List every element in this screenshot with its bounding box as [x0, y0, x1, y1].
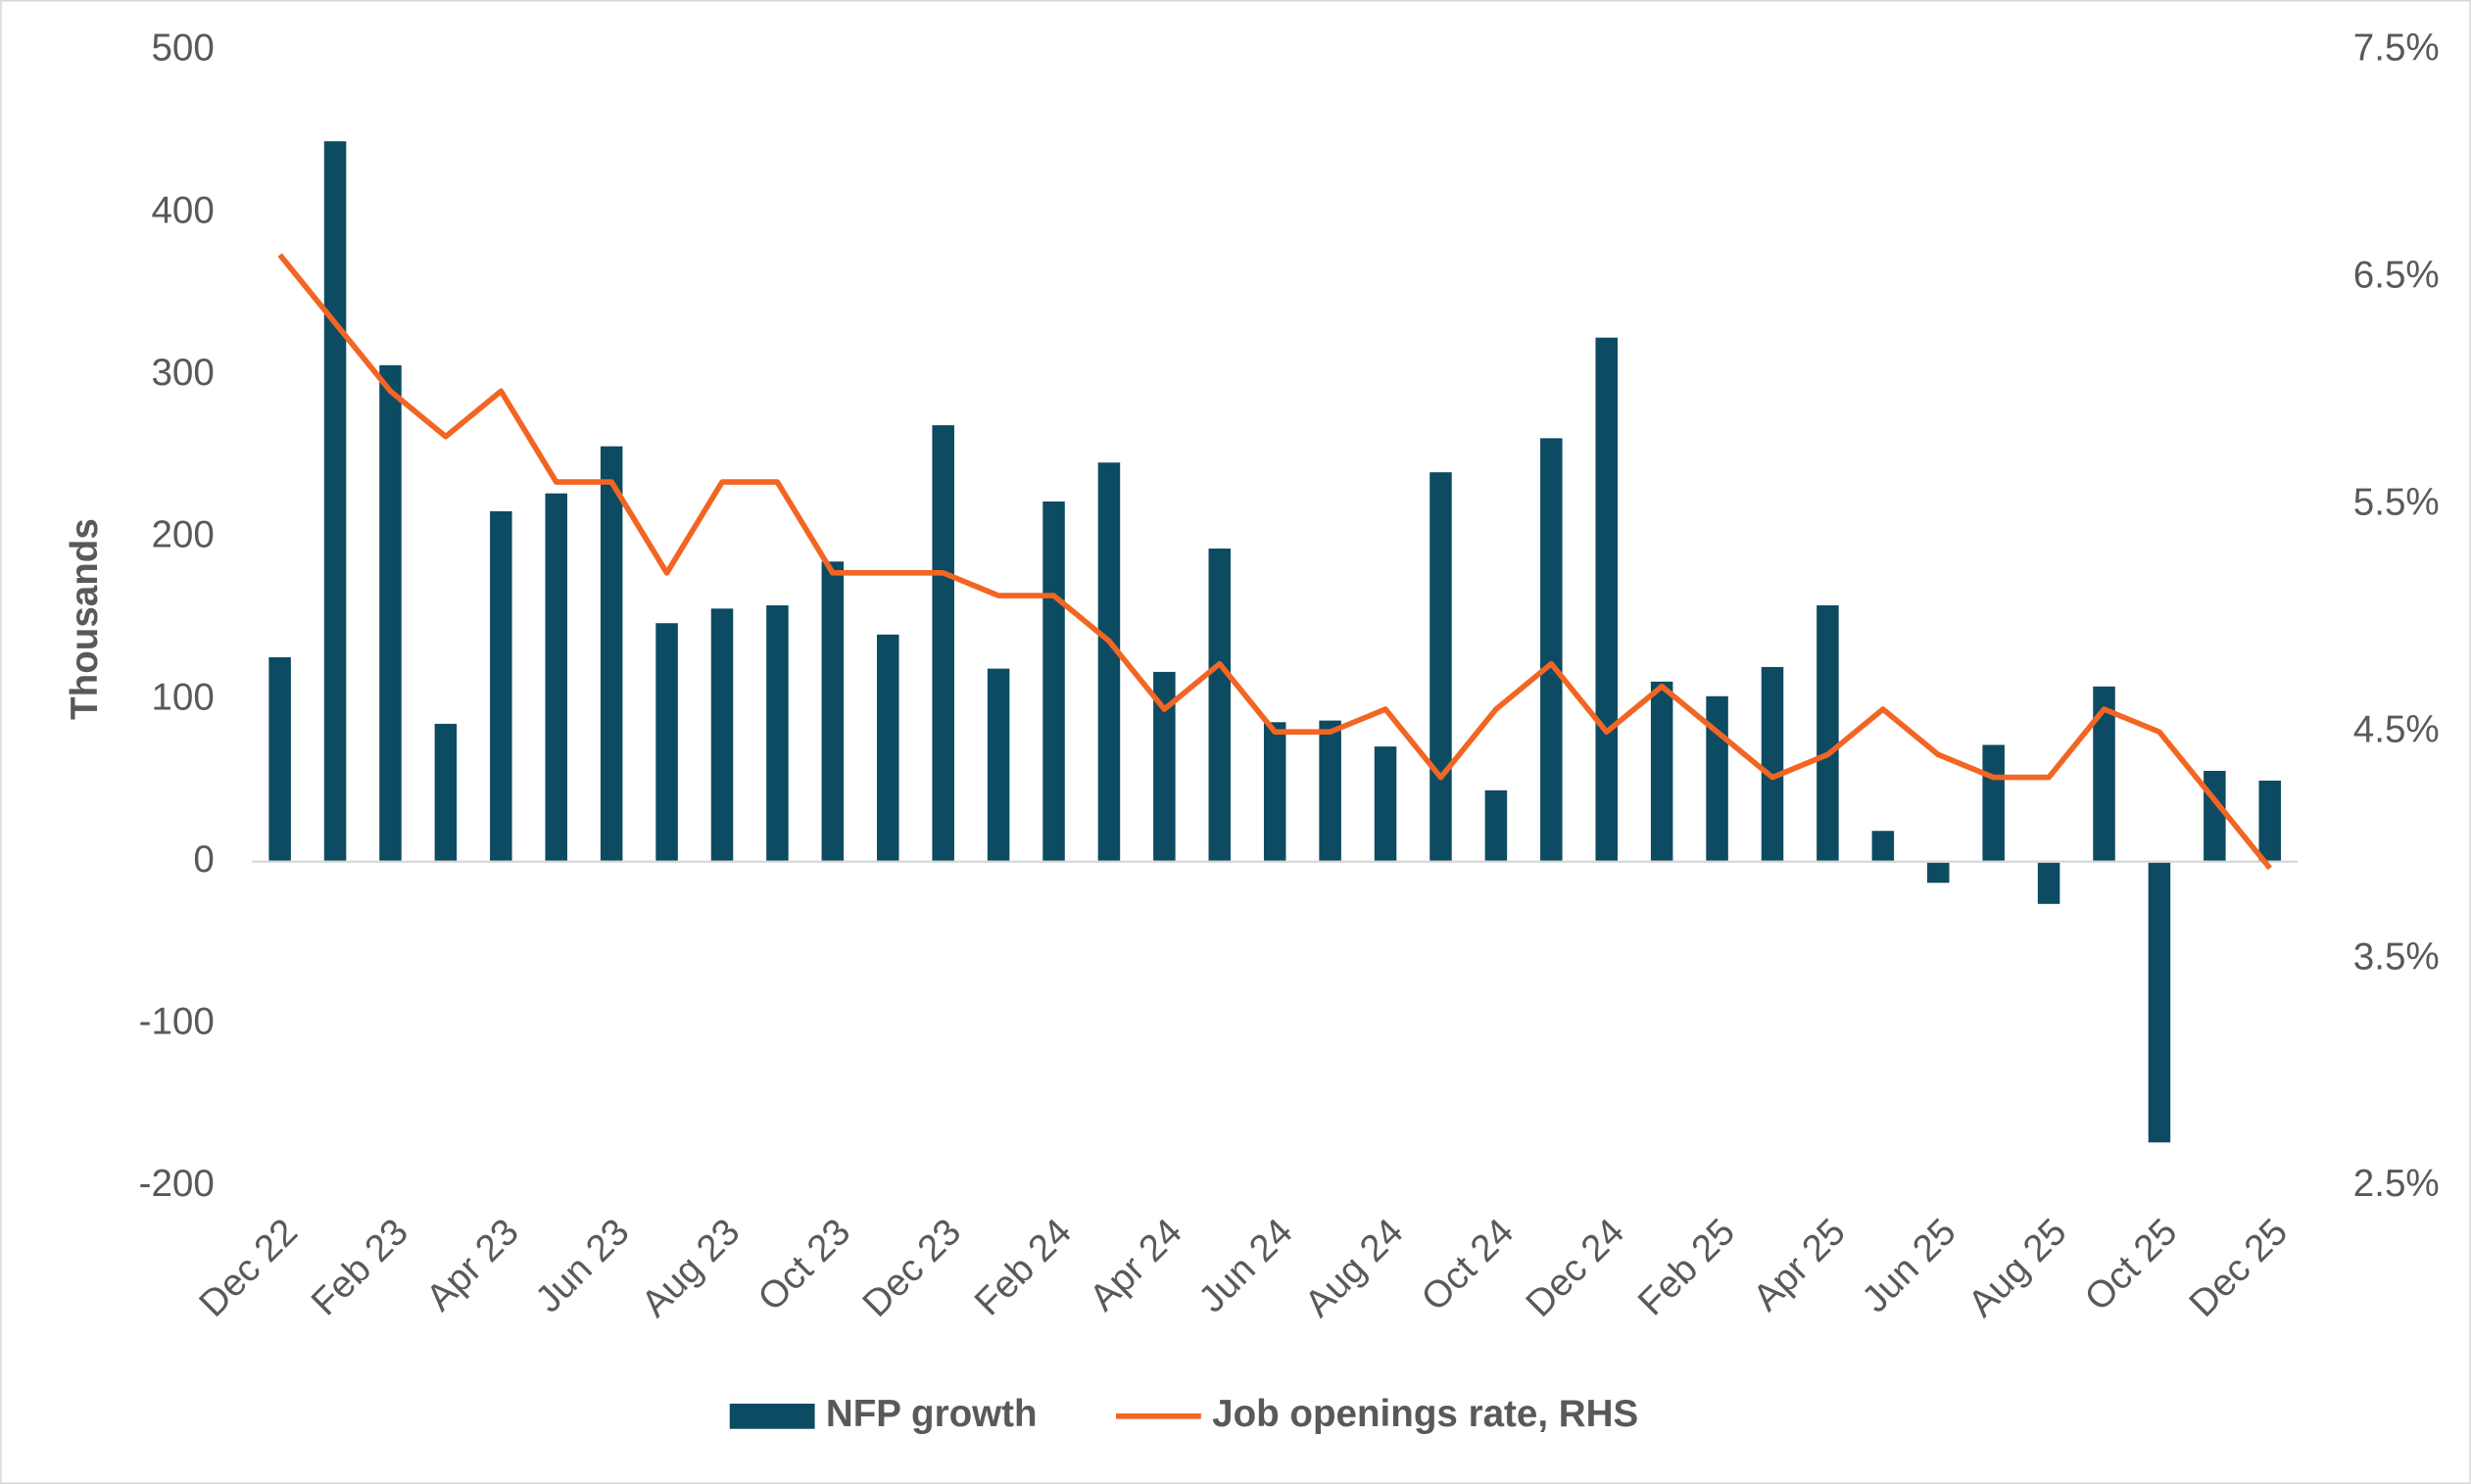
bar — [2148, 861, 2171, 1143]
line — [277, 253, 2272, 871]
bar — [1871, 831, 1895, 862]
y2-tick-label: 2.5% — [2353, 1163, 2440, 1205]
legend-label: NFP growth — [826, 1393, 1038, 1435]
bar — [434, 723, 458, 862]
bar — [987, 668, 1010, 862]
bar — [766, 604, 789, 862]
bar — [821, 561, 845, 862]
bar — [1208, 549, 1232, 862]
bar — [1042, 501, 1065, 862]
bar — [2258, 780, 2282, 862]
y2-tick-label: 5.5% — [2353, 481, 2440, 523]
bar — [1153, 671, 1176, 862]
y-tick-label: -200 — [139, 1163, 215, 1205]
bar — [600, 446, 623, 862]
bar — [1374, 746, 1397, 862]
y-axis-title: Thousands — [64, 518, 106, 720]
bar — [1319, 720, 1341, 862]
bar — [2204, 770, 2226, 862]
y2-tick-label: 6.5% — [2353, 255, 2440, 297]
y-tick-label: 300 — [151, 352, 214, 394]
bar — [1817, 604, 1839, 862]
bar — [1926, 861, 1950, 884]
bar — [1761, 666, 1784, 862]
bar — [323, 141, 347, 862]
bar — [2037, 861, 2060, 904]
bar — [1982, 744, 2005, 862]
bar — [268, 657, 291, 862]
y2-tick-label: 3.5% — [2353, 935, 2440, 978]
legend-swatch — [729, 1403, 815, 1429]
bar — [490, 510, 512, 862]
bar — [710, 608, 734, 862]
y-tick-label: 500 — [151, 27, 214, 70]
bar — [1540, 438, 1563, 862]
bar — [932, 425, 954, 862]
bar — [545, 493, 568, 862]
bar — [1706, 695, 1728, 862]
y-tick-label: 0 — [193, 838, 214, 881]
bar — [1263, 722, 1286, 862]
bar — [379, 364, 402, 862]
y-tick-label: 400 — [151, 189, 214, 231]
y2-tick-label: 7.5% — [2353, 27, 2440, 70]
y-tick-label: 200 — [151, 514, 214, 556]
y-tick-label: -100 — [139, 1001, 215, 1043]
bar — [1484, 790, 1508, 862]
bar — [2093, 686, 2115, 862]
bar — [1650, 681, 1673, 862]
bar — [1429, 472, 1452, 862]
y2-tick-label: 4.5% — [2353, 708, 2440, 750]
bar — [1097, 462, 1121, 862]
bar — [1595, 337, 1618, 862]
bar — [655, 623, 678, 862]
y-tick-label: 100 — [151, 676, 214, 718]
legend-label: Job openings rate, RHS — [1212, 1393, 1638, 1435]
bar — [877, 634, 899, 862]
